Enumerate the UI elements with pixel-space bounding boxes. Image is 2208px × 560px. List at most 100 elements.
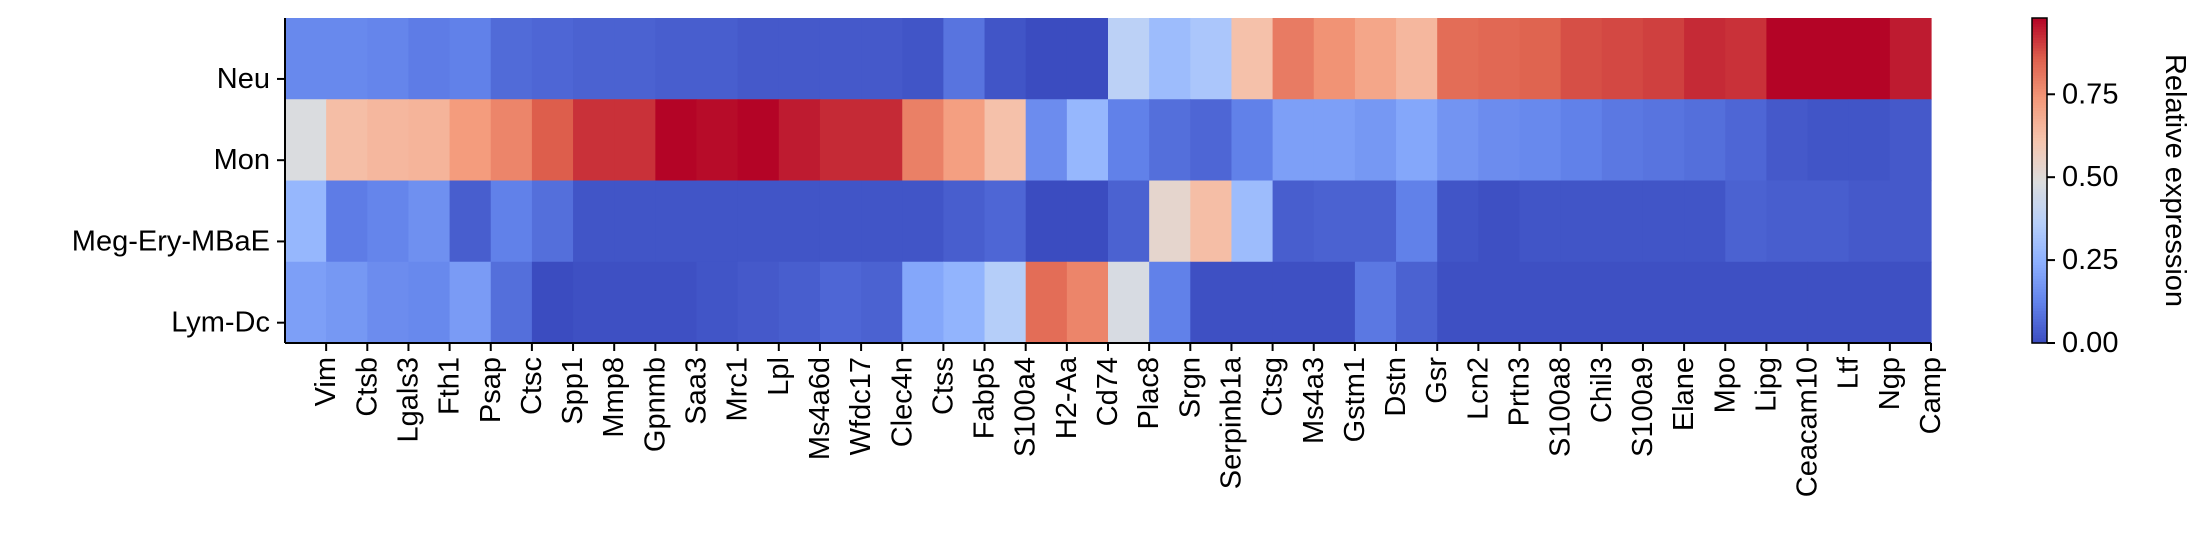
colorbar-segment bbox=[2032, 131, 2047, 136]
heatmap-cell bbox=[1066, 180, 1109, 263]
colorbar-segment bbox=[2032, 83, 2047, 87]
column-label: Gpnmb bbox=[639, 357, 671, 452]
heatmap-cell bbox=[1190, 261, 1233, 344]
heatmap-cell bbox=[614, 99, 656, 182]
heatmap-cell bbox=[285, 261, 327, 344]
heatmap-cell bbox=[1149, 180, 1191, 263]
colorbar-segment bbox=[2032, 223, 2047, 228]
heatmap-cell bbox=[326, 18, 368, 100]
colorbar-segment bbox=[2032, 286, 2047, 290]
colorbar-segment bbox=[2032, 337, 2047, 341]
column-label: Lgals3 bbox=[392, 357, 424, 442]
heatmap-cell bbox=[1437, 18, 1479, 100]
colorbar-segment bbox=[2032, 334, 2047, 339]
colorbar-segment bbox=[2032, 234, 2047, 238]
colorbar-segment bbox=[2032, 267, 2047, 271]
heatmap-cell bbox=[984, 99, 1027, 182]
column-label: Chil3 bbox=[1586, 357, 1618, 423]
heatmap-cell bbox=[1108, 261, 1150, 344]
colorbar-segment bbox=[2032, 175, 2047, 179]
colorbar-segment bbox=[2032, 307, 2047, 312]
column-label: Prtn3 bbox=[1504, 357, 1536, 426]
heatmap-cell bbox=[1889, 99, 1932, 182]
row-label: Meg-Ery-MBaE bbox=[72, 225, 270, 257]
colorbar-segment bbox=[2032, 80, 2047, 84]
column-label: Camp bbox=[1915, 357, 1947, 434]
heatmap-cell bbox=[1848, 261, 1891, 344]
heatmap-cell bbox=[573, 18, 615, 100]
heatmap-cell bbox=[1025, 18, 1068, 100]
heatmap-cell bbox=[1684, 18, 1726, 100]
heatmap-cell bbox=[1642, 180, 1685, 263]
colorbar-segment bbox=[2032, 296, 2047, 301]
colorbar-segment bbox=[2032, 101, 2047, 106]
colorbar-segment bbox=[2032, 213, 2047, 217]
colorbar-segment bbox=[2032, 332, 2047, 336]
colorbar-tick-label: 0.00 bbox=[2062, 327, 2118, 359]
colorbar-segment bbox=[2032, 199, 2047, 203]
heatmap-cell bbox=[1684, 261, 1726, 344]
heatmap-cell bbox=[408, 261, 451, 344]
heatmap-cell bbox=[490, 18, 533, 100]
colorbar-segment bbox=[2032, 202, 2047, 206]
heatmap-cell bbox=[1560, 180, 1603, 263]
heatmap-cell bbox=[1601, 18, 1644, 100]
column-label: Gsr bbox=[1421, 357, 1453, 404]
heatmap-cell bbox=[861, 99, 903, 182]
colorbar-segment bbox=[2032, 259, 2047, 263]
heatmap-cell bbox=[1149, 18, 1191, 100]
column-label: Ctsc bbox=[516, 357, 548, 415]
heatmap-cell bbox=[861, 18, 903, 100]
colorbar-segment bbox=[2032, 264, 2047, 268]
colorbar-segment bbox=[2032, 250, 2047, 255]
colorbar-segment bbox=[2032, 305, 2047, 309]
colorbar-segment bbox=[2032, 218, 2047, 222]
heatmap-cell bbox=[1354, 180, 1397, 263]
heatmap-cell bbox=[490, 261, 533, 344]
heatmap-cell bbox=[1848, 180, 1891, 263]
heatmap-cell bbox=[1560, 99, 1603, 182]
heatmap-cell bbox=[819, 18, 862, 100]
colorbar-segment bbox=[2032, 156, 2047, 160]
colorbar-segment bbox=[2032, 229, 2047, 233]
heatmap-cell bbox=[1478, 18, 1521, 100]
heatmap-cell bbox=[1519, 261, 1562, 344]
colorbar-segment bbox=[2032, 207, 2047, 211]
colorbar-label: Relative expression bbox=[2159, 54, 2191, 307]
heatmap-cell bbox=[737, 180, 780, 263]
heatmap-cell bbox=[778, 180, 821, 263]
row-label: Mon bbox=[214, 144, 270, 176]
heatmap-cell bbox=[1889, 180, 1932, 263]
colorbar-segment bbox=[2032, 164, 2047, 168]
heatmap-cell bbox=[573, 261, 615, 344]
heatmap-cell bbox=[1354, 18, 1397, 100]
colorbar-segment bbox=[2032, 188, 2047, 192]
heatmap-cell bbox=[1025, 99, 1068, 182]
heatmap-cell bbox=[902, 261, 944, 344]
heatmap-cell bbox=[737, 261, 780, 344]
colorbar-segment bbox=[2032, 245, 2047, 249]
colorbar-segment bbox=[2032, 177, 2047, 182]
heatmap-cell bbox=[984, 180, 1027, 263]
heatmap-cell bbox=[1396, 99, 1438, 182]
colorbar-segment bbox=[2032, 261, 2047, 266]
colorbar-segment bbox=[2032, 72, 2047, 76]
heatmap-cell bbox=[1313, 261, 1356, 344]
heatmap-cell bbox=[1642, 261, 1685, 344]
colorbar-segment bbox=[2032, 96, 2047, 100]
column-label: Vim bbox=[310, 357, 342, 406]
row-label: Lym-Dc bbox=[171, 307, 270, 339]
heatmap-cell bbox=[1231, 99, 1274, 182]
column-label: Ceacam10 bbox=[1792, 357, 1824, 497]
column-label: Ms4a6d bbox=[804, 357, 836, 460]
column-label: Ngp bbox=[1874, 357, 1906, 410]
column-label: Ctsb bbox=[351, 357, 383, 417]
colorbar-segment bbox=[2032, 256, 2047, 260]
column-label: Spp1 bbox=[557, 357, 589, 425]
heatmap-cell bbox=[573, 99, 615, 182]
heatmap-cell bbox=[819, 261, 862, 344]
colorbar-segment bbox=[2032, 50, 2047, 54]
colorbar-segment bbox=[2032, 123, 2047, 127]
